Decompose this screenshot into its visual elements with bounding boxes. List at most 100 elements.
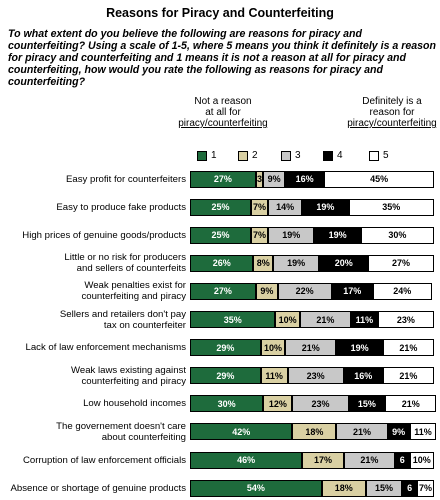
category-label: The governement doesn't care about count… xyxy=(56,420,186,443)
bar-segment: 21% xyxy=(382,367,434,385)
bar-segment: 11% xyxy=(260,367,288,385)
bar-segment: 6 xyxy=(402,479,417,497)
value-label: 3 xyxy=(257,174,263,184)
anchor-line: piracy/counterfeiting xyxy=(347,118,437,129)
category-label: Little or no risk for producers and sell… xyxy=(64,252,186,275)
value-label: 10% xyxy=(412,455,431,465)
value-label: 18% xyxy=(305,426,324,437)
legend-swatch xyxy=(238,151,248,161)
value-label: 21% xyxy=(360,455,379,465)
legend-swatch xyxy=(369,151,379,161)
category-label: Lack of law enforcement mechanisms xyxy=(25,342,187,354)
bar-segment: 18% xyxy=(292,423,337,441)
value-label: 23% xyxy=(396,314,415,325)
value-label: 30% xyxy=(217,398,236,409)
bar-segment: 54% xyxy=(190,479,322,497)
bar-segment: 21% xyxy=(382,339,434,357)
value-label: 20% xyxy=(334,258,353,269)
bar-segment: 19% xyxy=(302,198,349,216)
scale-anchor: Not a reason at all for piracy/counterfeit… xyxy=(163,96,283,129)
value-label: 7% xyxy=(418,483,432,494)
value-label: 30% xyxy=(388,230,407,241)
value-label: 23% xyxy=(306,370,325,381)
value-label: 11% xyxy=(355,314,374,325)
category-label: High prices of genuine goods/products xyxy=(22,229,186,241)
legend-label: 3 xyxy=(295,150,301,161)
bar-segment: 12% xyxy=(263,395,293,413)
chart-title: Reasons for Piracy and Counterfeiting xyxy=(106,6,334,20)
bar-segment: 27% xyxy=(190,170,256,188)
bar-segment: 6 xyxy=(394,451,410,469)
bar-segment: 7% xyxy=(251,226,269,244)
bar-segment: 21% xyxy=(385,395,437,413)
bar-segment: 8% xyxy=(253,254,273,272)
value-label: 19% xyxy=(282,230,301,241)
bar-segment: 26% xyxy=(190,254,254,272)
category-label: Corruption of law enforcement officials xyxy=(23,454,186,466)
bar-segment: 19% xyxy=(314,226,361,244)
bar-segment: 23% xyxy=(377,311,434,328)
value-label: 10% xyxy=(263,342,282,353)
category-label: Weak penalties exist for counterfeiting … xyxy=(81,280,186,303)
bar-segment: 45% xyxy=(324,170,434,188)
bar-segment: 9% xyxy=(387,423,410,441)
value-label: 46% xyxy=(237,455,256,465)
value-label: 45% xyxy=(370,174,389,184)
bar-segment: 30% xyxy=(360,226,434,244)
legend-label: 1 xyxy=(211,150,217,161)
value-label: 21% xyxy=(301,342,320,353)
anchor-line: Not a reason xyxy=(194,96,252,107)
bar-segment: 21% xyxy=(336,423,388,441)
bar-segment: 19% xyxy=(336,339,383,357)
bar-segment: 46% xyxy=(190,451,303,469)
legend-label: 2 xyxy=(252,150,258,161)
bar-segment: 18% xyxy=(321,479,366,497)
bar-segment: 24% xyxy=(373,282,432,300)
bar-segment: 15% xyxy=(348,395,386,413)
bar-segment: 22% xyxy=(277,282,332,300)
value-label: 7% xyxy=(253,230,267,241)
bar-segment: 17% xyxy=(302,451,344,469)
category-label: Easy to produce fake products xyxy=(56,201,186,213)
category-label: Low household incomes xyxy=(83,398,186,410)
value-label: 22% xyxy=(295,286,314,297)
bar-segment: 21% xyxy=(343,451,395,469)
value-label: 19% xyxy=(350,342,369,353)
value-label: 21% xyxy=(401,398,420,409)
chart-subtitle: To what extent do you believe the follow… xyxy=(8,28,436,88)
bar-segment: 19% xyxy=(268,226,315,244)
bar-segment: 16% xyxy=(285,170,325,188)
bar-segment: 30% xyxy=(190,395,264,413)
bar-segment: 20% xyxy=(319,254,369,272)
value-label: 19% xyxy=(287,258,306,269)
value-label: 12% xyxy=(268,398,287,409)
anchor-line: Definitely is a xyxy=(362,96,422,107)
scale-anchor: Definitely is a reason for piracy/counterf… xyxy=(332,96,440,129)
value-label: 19% xyxy=(328,230,347,241)
bar-segment: 3 xyxy=(255,170,264,188)
bar-segment: 29% xyxy=(190,367,261,385)
bar-segment: 7% xyxy=(251,198,269,216)
value-label: 26% xyxy=(212,258,231,269)
value-label: 9% xyxy=(267,174,281,184)
bar-segment: 35% xyxy=(348,198,434,216)
value-label: 42% xyxy=(232,426,251,437)
category-label: Sellers and retailers don't pay tax on c… xyxy=(59,308,186,331)
legend-label: 4 xyxy=(337,150,343,161)
value-label: 54% xyxy=(246,483,265,494)
value-label: 29% xyxy=(216,370,235,381)
value-label: 23% xyxy=(311,398,330,409)
bar-segment: 14% xyxy=(268,198,303,216)
value-label: 21% xyxy=(399,370,418,381)
bar-segment: 10% xyxy=(409,451,434,469)
value-label: 15% xyxy=(374,483,393,494)
bar-segment: 35% xyxy=(190,311,276,328)
value-label: 16% xyxy=(354,370,373,381)
bar-segment: 21% xyxy=(299,311,352,328)
value-label: 25% xyxy=(211,230,230,241)
bar-segment: 23% xyxy=(287,367,344,385)
value-label: 27% xyxy=(392,258,411,269)
bar-segment: 15% xyxy=(365,479,403,497)
value-label: 8% xyxy=(256,258,270,269)
